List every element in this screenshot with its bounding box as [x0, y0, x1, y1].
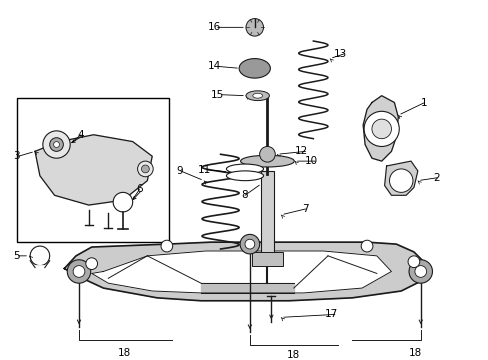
Circle shape	[161, 240, 172, 252]
Circle shape	[259, 147, 275, 162]
Text: 17: 17	[324, 310, 337, 319]
Circle shape	[137, 161, 153, 177]
Circle shape	[240, 234, 259, 254]
Circle shape	[67, 260, 90, 283]
Text: 8: 8	[241, 190, 247, 200]
Circle shape	[113, 192, 132, 212]
Bar	[251, 252, 283, 266]
Circle shape	[389, 169, 412, 192]
Bar	[18, 98, 168, 242]
Text: 6: 6	[136, 184, 142, 194]
Text: 14: 14	[207, 62, 220, 71]
Circle shape	[73, 266, 85, 277]
Ellipse shape	[239, 59, 270, 78]
Circle shape	[245, 19, 263, 36]
Circle shape	[408, 260, 431, 283]
Ellipse shape	[226, 164, 263, 174]
Circle shape	[407, 256, 419, 267]
Text: 18: 18	[408, 348, 422, 357]
Text: 15: 15	[211, 90, 224, 100]
Text: 5: 5	[14, 251, 20, 261]
Circle shape	[414, 266, 426, 277]
Polygon shape	[35, 135, 152, 205]
Ellipse shape	[245, 91, 269, 100]
Text: 2: 2	[433, 173, 439, 183]
Circle shape	[54, 141, 60, 148]
Circle shape	[361, 240, 372, 252]
Circle shape	[244, 239, 254, 249]
Ellipse shape	[240, 155, 294, 167]
Text: 9: 9	[177, 166, 183, 176]
Bar	[260, 171, 274, 259]
Text: 18: 18	[286, 350, 300, 360]
Circle shape	[50, 138, 63, 151]
Text: 18: 18	[118, 348, 131, 357]
Circle shape	[85, 258, 97, 270]
Circle shape	[371, 119, 391, 139]
Polygon shape	[201, 283, 293, 293]
Polygon shape	[363, 96, 398, 161]
Text: 16: 16	[207, 22, 220, 32]
Text: 1: 1	[420, 98, 427, 108]
Text: 7: 7	[301, 204, 308, 214]
Ellipse shape	[252, 93, 262, 98]
Circle shape	[141, 165, 149, 173]
Polygon shape	[64, 242, 425, 301]
Circle shape	[43, 131, 70, 158]
Text: 11: 11	[197, 165, 210, 175]
Text: 10: 10	[305, 156, 318, 166]
Text: 3: 3	[14, 151, 20, 161]
Text: 4: 4	[77, 130, 84, 140]
Polygon shape	[384, 161, 417, 195]
Ellipse shape	[226, 171, 263, 181]
Text: 13: 13	[334, 49, 347, 59]
Circle shape	[30, 246, 50, 266]
Text: 12: 12	[295, 147, 308, 156]
Circle shape	[364, 111, 399, 147]
Polygon shape	[91, 251, 391, 293]
